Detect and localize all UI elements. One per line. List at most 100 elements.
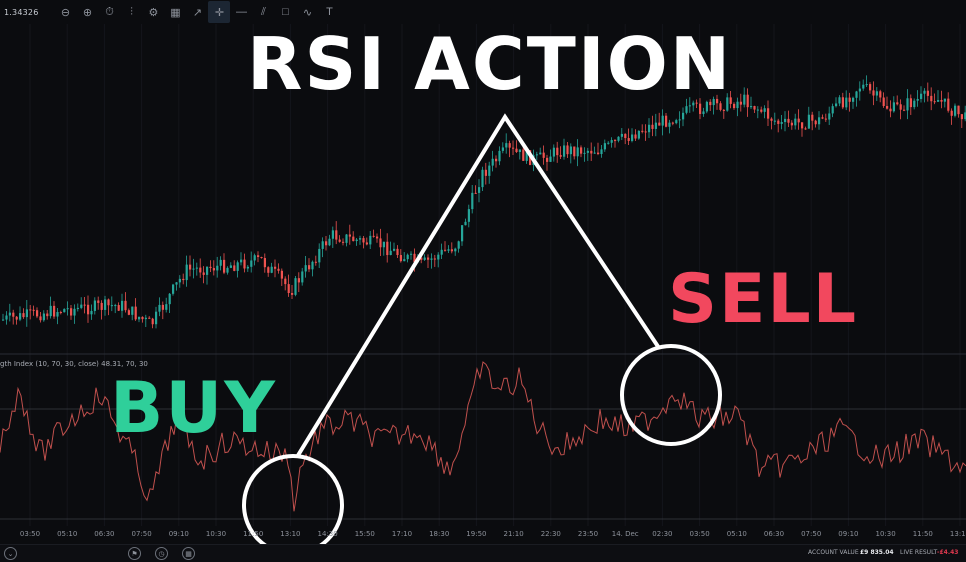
candle-body xyxy=(763,108,766,112)
crosshair-icon[interactable]: ✛ xyxy=(208,1,231,23)
candle-body xyxy=(675,120,678,124)
candle-body xyxy=(127,310,130,315)
rectangle-icon[interactable]: □ xyxy=(282,6,289,18)
candle-body xyxy=(212,268,215,271)
candle-body xyxy=(158,304,161,312)
candle-body xyxy=(376,236,379,239)
dropdown-icon[interactable]: ⌄ xyxy=(4,547,17,560)
candle-body xyxy=(549,156,552,162)
path-icon[interactable]: ∿ xyxy=(302,6,313,19)
candle-body xyxy=(651,124,654,129)
candle-body xyxy=(297,278,300,283)
calendar-icon[interactable]: ▦ xyxy=(170,6,181,19)
candle-body xyxy=(688,105,691,107)
candle-body xyxy=(729,97,732,104)
candle-body xyxy=(668,122,671,127)
candle-body xyxy=(250,260,253,267)
candle-body xyxy=(352,236,355,242)
candle-body xyxy=(787,118,790,123)
time-axis-label: 11:50 xyxy=(912,530,933,538)
candle-body xyxy=(620,133,623,137)
rsi-indicator-label[interactable]: gth Index (10, 70, 30, close) 48.31, 70,… xyxy=(0,360,148,368)
candle-body xyxy=(603,143,606,150)
zoom-out-icon[interactable]: ⊖ xyxy=(60,6,71,19)
clock-icon[interactable]: ◷ xyxy=(155,547,168,560)
time-axis-label: 13:10 xyxy=(280,530,301,538)
candle-body xyxy=(372,235,375,237)
candle-body xyxy=(25,309,28,318)
indicators-icon[interactable]: ⫶ xyxy=(130,5,133,18)
candle-body xyxy=(753,106,756,110)
candle-body xyxy=(692,102,695,106)
timeframe-icon[interactable]: ⏱ xyxy=(105,5,114,18)
candle-body xyxy=(838,97,841,104)
candle-body xyxy=(413,253,416,263)
candle-body xyxy=(712,98,715,106)
candle-body xyxy=(580,147,583,154)
candle-body xyxy=(19,313,22,320)
candle-body xyxy=(114,305,117,307)
candle-body xyxy=(233,265,236,271)
candle-body xyxy=(743,94,746,105)
horizontal-line-icon[interactable]: — xyxy=(235,6,247,18)
candle-body xyxy=(185,264,188,281)
candle-body xyxy=(512,147,515,149)
candle-body xyxy=(964,112,966,120)
live-result-label: LIVE RESULT xyxy=(900,549,938,556)
candle-body xyxy=(566,145,569,155)
candle-body xyxy=(206,266,209,275)
time-axis-label: 14. Dec xyxy=(611,530,639,538)
candle-body xyxy=(719,103,722,110)
candle-body xyxy=(277,268,280,271)
candle-body xyxy=(889,108,892,112)
settings-icon[interactable]: ⚙ xyxy=(148,6,159,19)
candle-body xyxy=(444,249,447,251)
candle-body xyxy=(552,147,555,157)
candle-body xyxy=(107,299,110,306)
candle-body xyxy=(695,102,698,104)
candle-body xyxy=(100,302,103,310)
trend-line-icon[interactable]: ⫽ xyxy=(261,5,266,18)
candle-body xyxy=(403,259,406,262)
candle-body xyxy=(318,248,321,263)
candle-body xyxy=(369,235,372,245)
zoom-in-icon[interactable]: ⊕ xyxy=(82,6,93,19)
candle-body xyxy=(80,304,83,308)
candle-body xyxy=(138,316,141,320)
text-tool-icon[interactable]: T xyxy=(326,6,333,18)
candle-body xyxy=(223,259,226,273)
candle-body xyxy=(535,154,538,156)
candle-body xyxy=(542,152,545,158)
annotation-triangle xyxy=(295,113,661,459)
candle-body xyxy=(134,306,137,320)
candle-body xyxy=(396,248,399,256)
candle-body xyxy=(916,98,919,101)
candle-body xyxy=(437,254,440,260)
candle-body xyxy=(345,234,348,243)
candle-body xyxy=(947,98,950,111)
candle-body xyxy=(399,255,402,262)
candle-body xyxy=(359,238,362,240)
candle-body xyxy=(97,300,100,303)
candle-body xyxy=(338,239,341,242)
candle-body xyxy=(495,158,498,162)
candle-body xyxy=(906,98,909,111)
candle-body xyxy=(389,250,392,256)
candle-body xyxy=(811,114,814,121)
candlestick-series xyxy=(2,75,966,329)
candle-body xyxy=(93,300,96,311)
candle-body xyxy=(617,136,620,141)
candle-body xyxy=(852,97,855,102)
calendar-icon[interactable]: ▦ xyxy=(182,547,195,560)
candle-body xyxy=(362,238,365,243)
candle-body xyxy=(940,99,943,102)
chart-type-icon[interactable]: ↗ xyxy=(192,6,203,19)
alerts-icon[interactable]: ⚑ xyxy=(128,547,141,560)
candle-body xyxy=(56,312,59,317)
candle-body xyxy=(824,118,827,120)
candle-body xyxy=(491,158,494,166)
candle-body xyxy=(226,267,229,273)
candle-body xyxy=(8,312,11,316)
candle-body xyxy=(879,91,882,98)
